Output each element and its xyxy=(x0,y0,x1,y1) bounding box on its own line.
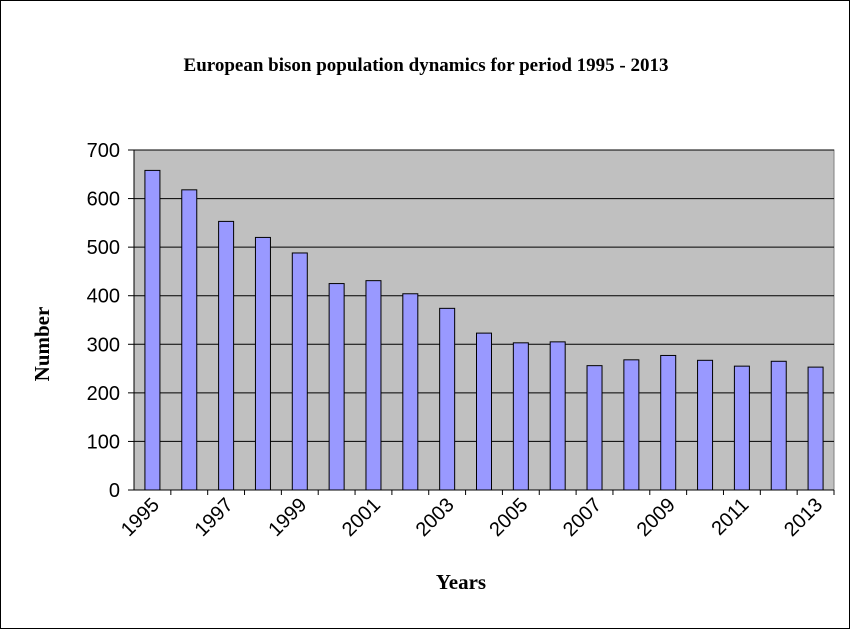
y-tick-label: 700 xyxy=(87,140,120,162)
bar xyxy=(439,307,456,491)
bar xyxy=(697,359,714,491)
y-tick-label: 100 xyxy=(87,431,120,453)
bar xyxy=(512,342,529,491)
bar xyxy=(328,283,345,491)
x-tick-label: 2009 xyxy=(633,494,680,541)
bar xyxy=(291,252,308,491)
x-tick-label: 2005 xyxy=(485,494,532,541)
bar xyxy=(549,341,566,491)
y-tick-label: 200 xyxy=(87,383,120,405)
x-tick-label: 1999 xyxy=(264,494,311,541)
x-axis-title: Years xyxy=(436,570,486,594)
y-tick-label: 300 xyxy=(87,334,120,356)
bar xyxy=(144,169,161,491)
x-tick-label: 2011 xyxy=(707,494,753,540)
bar xyxy=(476,332,492,491)
bar xyxy=(660,354,677,491)
bar xyxy=(218,220,235,491)
x-tick-label: 2001 xyxy=(338,494,385,541)
bar xyxy=(623,359,640,491)
x-tick-label: 2013 xyxy=(780,494,827,541)
bar xyxy=(181,189,198,491)
x-tick-label: 1995 xyxy=(117,494,164,541)
bar xyxy=(807,366,824,491)
x-tick-label: 2003 xyxy=(412,494,459,541)
bar xyxy=(733,365,750,491)
bar xyxy=(254,236,271,491)
plot-area: 0 100 200 300 400 500 600 700 1995 1997 1999 2001 20… xyxy=(87,140,835,541)
chart-title: European bison population dynamics for p… xyxy=(184,55,669,76)
bar xyxy=(402,293,419,491)
y-tick-label: 400 xyxy=(87,286,120,308)
y-axis-title: Number xyxy=(30,307,54,382)
y-tick-label: 600 xyxy=(87,189,120,211)
bar xyxy=(770,360,787,491)
x-tick-label: 2007 xyxy=(559,494,606,541)
bar xyxy=(586,365,603,491)
x-tick-label: 1997 xyxy=(191,494,238,541)
y-tick-label: 500 xyxy=(87,237,120,259)
bar xyxy=(365,280,382,491)
y-tick-label: 0 xyxy=(109,480,120,502)
